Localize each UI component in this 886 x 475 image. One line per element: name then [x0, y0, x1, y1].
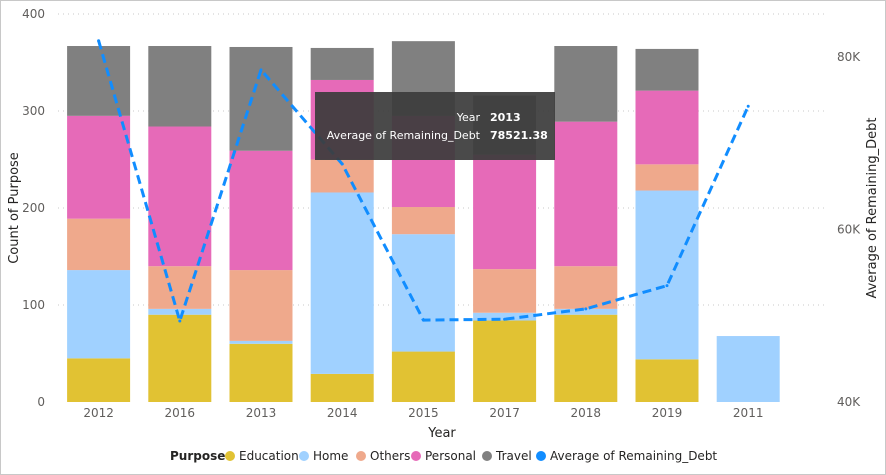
remaining-debt-point[interactable]	[340, 162, 344, 166]
x-tick-label: 2014	[327, 406, 358, 420]
bar-segment-personal[interactable]	[148, 126, 212, 267]
y2-tick-label: 60K	[837, 223, 861, 237]
legend-label[interactable]: Education	[239, 449, 299, 463]
bar-segment-personal[interactable]	[554, 121, 618, 267]
remaining-debt-point[interactable]	[665, 284, 669, 288]
remaining-debt-point[interactable]	[97, 39, 101, 43]
bar-segment-others[interactable]	[148, 266, 212, 309]
bar-segment-others[interactable]	[473, 269, 537, 313]
legend-marker-education[interactable]	[225, 451, 235, 461]
remaining-debt-point[interactable]	[746, 104, 750, 108]
bar-segment-others[interactable]	[635, 164, 699, 191]
tooltip-label: Year	[456, 111, 481, 124]
legend-marker-personal[interactable]	[411, 451, 421, 461]
y-tick-label: 200	[22, 201, 45, 215]
tooltip-label: Average of Remaining_Debt	[327, 129, 481, 142]
y2-axis-title: Average of Remaining_Debt	[865, 117, 880, 298]
bar-segment-travel[interactable]	[310, 47, 374, 80]
remaining-debt-point[interactable]	[421, 318, 425, 322]
legend-label[interactable]: Others	[370, 449, 410, 463]
tooltip-value: 78521.38	[490, 129, 548, 142]
bar-segment-education[interactable]	[473, 320, 537, 402]
remaining-debt-point[interactable]	[584, 307, 588, 311]
bar-segment-home[interactable]	[473, 312, 537, 321]
legend-label[interactable]: Average of Remaining_Debt	[550, 449, 717, 463]
bar-segment-home[interactable]	[310, 192, 374, 374]
bar-segment-education[interactable]	[391, 351, 455, 402]
bar-segment-travel[interactable]	[635, 48, 699, 91]
y-tick-label: 400	[22, 7, 45, 21]
x-tick-label: 2012	[83, 406, 114, 420]
bar-segment-personal[interactable]	[635, 90, 699, 165]
legend-label[interactable]: Personal	[425, 449, 476, 463]
legend-marker-travel[interactable]	[482, 451, 492, 461]
bar-segment-travel[interactable]	[229, 46, 293, 151]
bar-segment-others[interactable]	[67, 218, 131, 271]
y-tick-label: 300	[22, 104, 45, 118]
x-tick-label: 2019	[652, 406, 683, 420]
bar-segment-home[interactable]	[148, 308, 212, 315]
y2-tick-label: 80K	[837, 50, 861, 64]
x-axis-title: Year	[427, 426, 456, 441]
y-tick-label: 0	[37, 395, 45, 409]
bar-segment-home[interactable]	[391, 234, 455, 352]
tooltip-value: 2013	[490, 111, 521, 124]
legend-marker-remaining-debt[interactable]	[536, 451, 546, 461]
legend-label[interactable]: Home	[313, 449, 348, 463]
y2-tick-label: 40K	[837, 395, 861, 409]
bar-segment-others[interactable]	[391, 207, 455, 235]
bar-segment-personal[interactable]	[473, 154, 537, 270]
x-tick-label: 2018	[571, 406, 602, 420]
y-axis-title: Count of Purpose	[7, 152, 22, 264]
bar-segment-others[interactable]	[229, 270, 293, 341]
y-tick-label: 100	[22, 298, 45, 312]
legend-marker-home[interactable]	[299, 451, 309, 461]
bar-segment-education[interactable]	[554, 314, 618, 402]
bar-segment-home[interactable]	[229, 340, 293, 344]
bar-segment-education[interactable]	[635, 359, 699, 402]
bar-segment-personal[interactable]	[67, 115, 131, 219]
remaining-debt-point[interactable]	[178, 319, 182, 323]
remaining-debt-point[interactable]	[259, 68, 263, 72]
bar-segment-travel[interactable]	[148, 46, 212, 127]
bar-segment-personal[interactable]	[229, 150, 293, 271]
legend-marker-others[interactable]	[356, 451, 366, 461]
x-tick-label: 2016	[165, 406, 196, 420]
x-tick-label: 2013	[246, 406, 277, 420]
tooltip-box	[315, 92, 555, 160]
bar-segment-home[interactable]	[716, 336, 780, 402]
bar-segment-education[interactable]	[148, 314, 212, 402]
bar-segment-home[interactable]	[554, 308, 618, 315]
legend-title: Purpose	[170, 449, 225, 463]
bar-segment-education[interactable]	[310, 373, 374, 402]
bar-segment-home[interactable]	[635, 190, 699, 360]
x-tick-label: 2017	[489, 406, 520, 420]
bar-segment-travel[interactable]	[67, 46, 131, 116]
bar-segment-education[interactable]	[229, 343, 293, 402]
x-tick-label: 2011	[733, 406, 764, 420]
legend-label[interactable]: Travel	[495, 449, 532, 463]
bar-segment-home[interactable]	[67, 270, 131, 359]
bar-segment-education[interactable]	[67, 358, 131, 402]
x-tick-label: 2015	[408, 406, 439, 420]
bar-segment-travel[interactable]	[554, 46, 618, 122]
remaining-debt-point[interactable]	[503, 317, 507, 321]
